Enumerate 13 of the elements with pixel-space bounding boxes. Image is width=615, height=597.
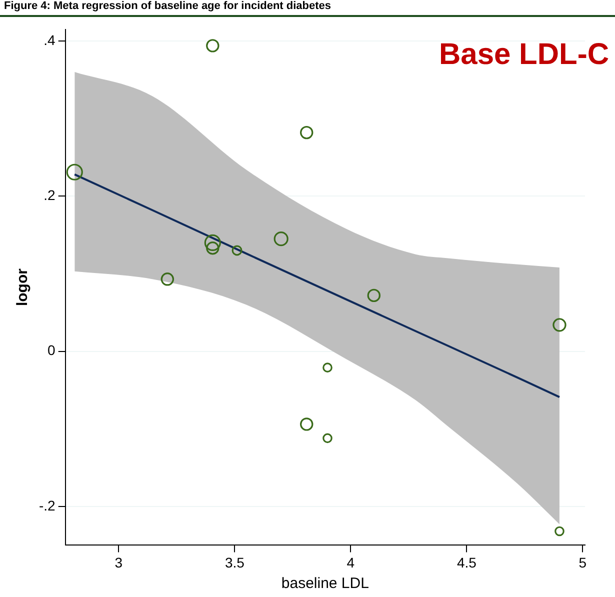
y-tick-label: 0 xyxy=(48,342,56,358)
x-tick-label: 3 xyxy=(114,554,123,570)
annotation: Base LDL-C xyxy=(438,38,609,72)
y-axis-title: logor xyxy=(14,268,32,306)
x-tick-label: 4.5 xyxy=(456,554,477,570)
y-tick-label: -.2 xyxy=(38,497,56,514)
y-tick-label: .4 xyxy=(44,32,56,48)
x-tick-label: 3.5 xyxy=(224,554,245,570)
y-tick-label: .2 xyxy=(44,187,56,204)
x-tick-label: 5 xyxy=(578,554,587,570)
chart-title: Figure 4: Meta regression of baseline age for incident diabetes xyxy=(4,0,332,12)
x-tick-label: 4 xyxy=(346,554,355,570)
x-axis-title: baseline LDL xyxy=(281,575,369,592)
